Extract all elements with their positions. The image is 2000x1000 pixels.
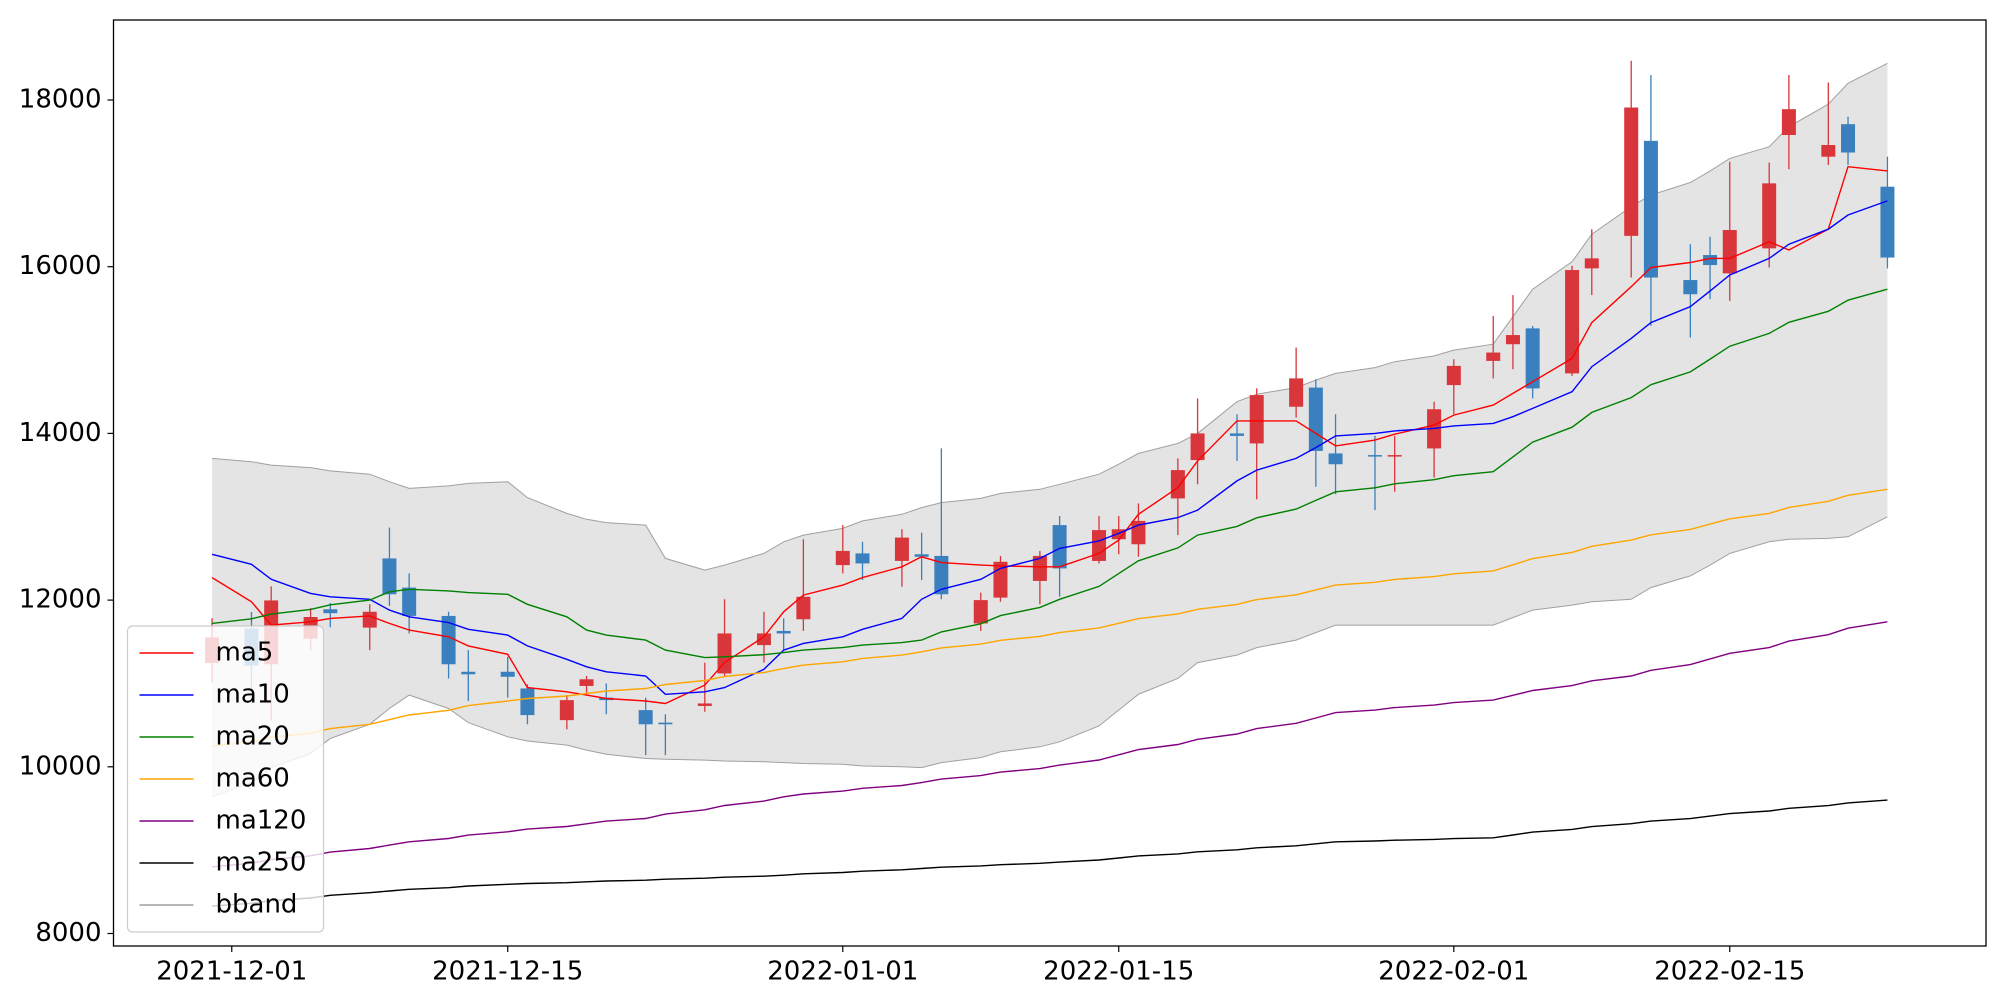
candle-body <box>1092 530 1107 561</box>
candle-body <box>1624 107 1639 236</box>
legend-label: ma5 <box>216 638 274 668</box>
x-tick-label: 2021-12-01 <box>156 957 307 987</box>
candle-body <box>579 679 594 686</box>
candle-body <box>402 587 417 616</box>
x-tick-label: 2021-12-15 <box>432 957 583 987</box>
candle-body <box>1880 186 1895 258</box>
bband-upper <box>212 62 1888 571</box>
candle-body <box>1190 433 1205 461</box>
candle-body <box>1505 335 1520 345</box>
x-tick-label: 2022-02-15 <box>1654 957 1805 987</box>
y-tick-label: 8000 <box>35 918 101 948</box>
candle-body <box>1841 124 1856 153</box>
candle-body <box>1525 328 1540 389</box>
candle-body <box>835 550 850 566</box>
candle-body <box>1367 455 1382 457</box>
legend-box <box>126 625 325 933</box>
candle-body <box>756 633 771 646</box>
ma-line <box>212 488 1888 747</box>
y-tick-label: 10000 <box>19 751 102 781</box>
legend-label: ma20 <box>216 722 290 752</box>
candle-body <box>1703 255 1718 266</box>
candle-body <box>1170 470 1185 499</box>
candle-body <box>1328 453 1343 465</box>
candle-body <box>776 630 791 634</box>
ma-line <box>212 288 1888 659</box>
ma-line <box>212 799 1888 907</box>
candle-body <box>1032 555 1047 581</box>
ma-line <box>211 200 1888 696</box>
candle-body <box>796 596 811 620</box>
candle-body <box>1821 145 1836 157</box>
legend-label: ma120 <box>216 806 307 836</box>
candle-body <box>973 600 988 624</box>
candle-body <box>1643 140 1658 278</box>
candle-body <box>1722 230 1737 274</box>
candle-body <box>1446 365 1461 386</box>
ma-line <box>211 165 1888 705</box>
bband-lower <box>211 516 1888 798</box>
candle-body <box>855 553 870 564</box>
candle-body <box>658 722 673 725</box>
candle-body <box>1762 183 1777 249</box>
candle-body <box>1387 455 1402 457</box>
candle-body <box>382 558 397 595</box>
candle-body <box>1230 433 1244 436</box>
candle-body <box>1683 280 1698 295</box>
candle-body <box>441 615 456 665</box>
legend-label: ma60 <box>216 764 290 794</box>
candle-body <box>894 537 909 561</box>
candle-body <box>461 671 476 675</box>
candle-body <box>1111 529 1126 540</box>
candle-body <box>1308 387 1323 451</box>
legend-label: ma250 <box>216 848 307 878</box>
candle-body <box>1486 352 1501 361</box>
candle-body <box>1584 258 1599 269</box>
candle-body <box>323 609 338 614</box>
candle-body <box>638 710 653 725</box>
x-tick-label: 2022-01-01 <box>767 957 918 987</box>
candle-body <box>500 671 515 677</box>
candle-body <box>717 633 732 674</box>
x-tick-label: 2022-02-01 <box>1378 957 1529 987</box>
candle-body <box>1052 525 1067 569</box>
y-tick-label: 12000 <box>19 585 102 615</box>
candle-body <box>520 688 535 716</box>
ma-line <box>212 621 1888 868</box>
legend: ma5 ma10 ma20 ma60 ma120 ma250 bband <box>126 625 325 933</box>
candle-body <box>362 611 377 628</box>
y-tick-label: 14000 <box>19 418 102 448</box>
legend-label: bband <box>216 890 298 920</box>
candle-body <box>914 554 929 557</box>
plot-frame <box>112 19 1987 947</box>
candle-body <box>559 700 574 721</box>
x-tick-label: 2022-01-15 <box>1043 957 1194 987</box>
candle-body <box>1289 378 1304 407</box>
legend-label: ma10 <box>216 680 290 710</box>
candle-body <box>1249 395 1264 444</box>
candle-body <box>934 555 949 595</box>
bband-fill <box>212 63 1888 797</box>
candle-body <box>1781 109 1796 136</box>
y-tick-label: 16000 <box>19 251 102 281</box>
candle-body <box>1565 270 1580 374</box>
candle-body <box>697 703 712 706</box>
y-tick-label: 18000 <box>19 85 102 115</box>
